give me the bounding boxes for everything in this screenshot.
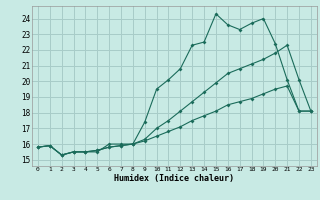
X-axis label: Humidex (Indice chaleur): Humidex (Indice chaleur) <box>115 174 234 183</box>
